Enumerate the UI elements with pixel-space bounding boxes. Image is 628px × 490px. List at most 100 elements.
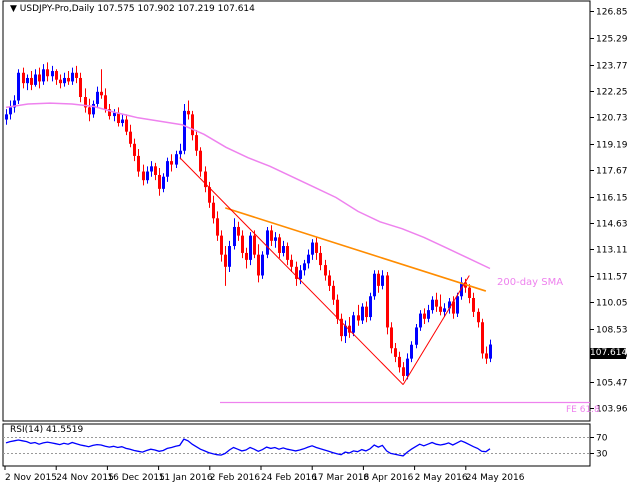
current-price-tag: 107.614 (590, 348, 628, 359)
candle-body (228, 246, 231, 267)
candle-body (216, 218, 219, 236)
candle-body (51, 71, 54, 77)
candle-body (369, 296, 372, 318)
candle-body (245, 252, 248, 260)
candle-body (481, 322, 484, 354)
candle-body (431, 299, 434, 311)
candle-body (46, 69, 49, 77)
candle-body (390, 327, 393, 349)
candle-body (79, 77, 82, 98)
y-tick-label: 116.155 (596, 194, 628, 204)
y-tick-label: 117.675 (596, 167, 628, 177)
candle-body (38, 74, 41, 82)
candle-body (224, 254, 227, 267)
candle-body (113, 112, 116, 117)
candle-body (315, 242, 318, 253)
candle-body (129, 131, 132, 144)
high-value: 107.902 (137, 4, 175, 14)
candle-body (365, 306, 368, 318)
candle-body (125, 119, 128, 132)
candle-body (324, 265, 327, 276)
x-tick-label: 11 Jan 2016 (159, 473, 213, 483)
candle-body (328, 275, 331, 286)
y-tick-label: 105.475 (596, 379, 628, 389)
y-tick-label: 119.195 (596, 141, 628, 151)
y-tick-label: 120.735 (596, 114, 628, 124)
candle-body (55, 71, 58, 80)
candle-body (311, 242, 314, 255)
candle-body (274, 237, 277, 241)
candle-body (266, 230, 269, 255)
rsi-label: RSI(14) 41.5519 (10, 425, 84, 435)
candle-body (191, 114, 194, 136)
candle-body (270, 230, 273, 241)
candle-body (9, 107, 12, 115)
candle-body (319, 252, 322, 266)
candle-body (295, 266, 298, 279)
candle-body (299, 270, 302, 279)
candle-body (415, 327, 418, 345)
fe-annotation: FE 61.8 (566, 405, 600, 415)
x-tick-label: 16 Dec 2015 (107, 473, 164, 483)
y-tick-label: 103.965 (596, 405, 628, 415)
candle-body (212, 202, 215, 219)
candle-body (154, 166, 157, 175)
y-tick-label: 123.775 (596, 62, 628, 72)
candle-body (303, 263, 306, 271)
candle-body (485, 353, 488, 359)
dropdown-arrow-icon[interactable]: ▼ (10, 4, 17, 14)
candle-body (489, 344, 492, 359)
candle-body (150, 166, 153, 172)
candle-body (398, 356, 401, 368)
candle-body (249, 235, 252, 260)
symbol-label: USDJPY-Pro,Daily (19, 4, 95, 14)
candle-body (175, 154, 178, 165)
candle-body (241, 235, 244, 253)
rsi-tick-label: 70 (596, 434, 608, 444)
candle-body (183, 110, 186, 151)
candle-body (336, 299, 339, 319)
candle-body (67, 77, 70, 82)
candle-body (146, 171, 149, 181)
close-value: 107.614 (217, 4, 255, 14)
candle-body (100, 91, 103, 96)
rsi-line (5, 438, 491, 457)
candle-body (26, 77, 29, 84)
candle-body (468, 287, 471, 298)
candle-body (84, 97, 87, 108)
candle-body (104, 95, 107, 110)
candle-body (456, 296, 459, 314)
candle-body (88, 107, 91, 115)
candle-body (121, 119, 124, 124)
trendline (402, 275, 470, 385)
candle-body (137, 155, 140, 172)
candle-body (261, 254, 264, 276)
y-tick-label: 111.575 (596, 273, 628, 283)
candle-body (158, 174, 161, 189)
candle-body (381, 275, 384, 286)
candle-body (340, 318, 343, 337)
trendline (179, 157, 404, 385)
candle-body (71, 72, 74, 82)
sma-annotation: 200-day SMA (497, 277, 564, 288)
candle-body (17, 72, 20, 101)
candle-body (427, 310, 430, 319)
candle-body (199, 150, 202, 172)
candle-body (204, 171, 207, 188)
open-value: 107.575 (97, 4, 135, 14)
candle-body (290, 259, 293, 267)
candle-body (352, 315, 355, 333)
candle-body (377, 273, 380, 286)
candle-body (220, 235, 223, 255)
y-tick-label: 125.295 (596, 35, 628, 45)
candle-body (166, 161, 169, 177)
candle-body (59, 79, 62, 84)
candle-body (233, 226, 236, 247)
candle-body (63, 77, 66, 84)
candle-body (278, 237, 281, 253)
candle-body (13, 100, 16, 108)
candle-body (179, 150, 182, 155)
candle-body (170, 161, 173, 165)
candle-body (423, 313, 426, 319)
